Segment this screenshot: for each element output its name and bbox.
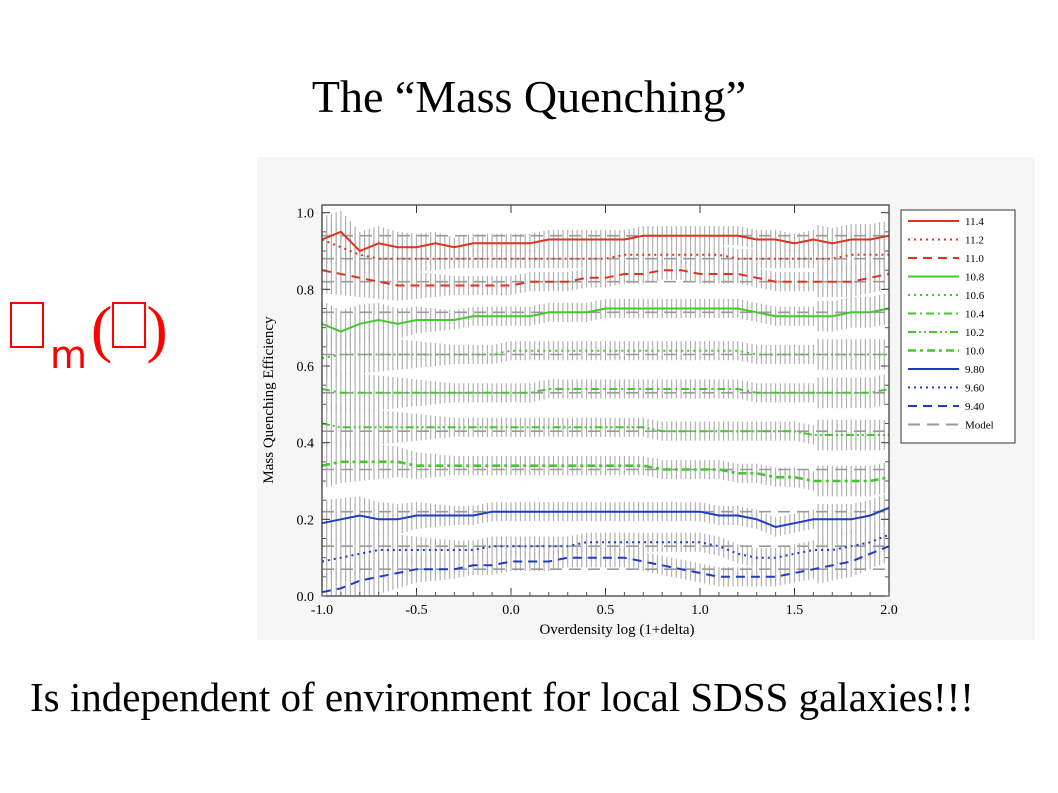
legend: 11.4 11.2 11.0 10.8 10.6 10.4 10.2 10.0 9.80 9.60… (908, 216, 994, 432)
y-tick-label: 0.2 (297, 513, 315, 528)
x-tick-label: 1.5 (786, 603, 804, 618)
x-tick-label: 2.0 (880, 603, 898, 618)
legend-label-10.0: 10.0 (965, 346, 985, 358)
legend-label-10.2: 10.2 (965, 327, 984, 339)
legend-label-9.80: 9.80 (965, 364, 985, 376)
legend-label-11.2: 11.2 (965, 235, 984, 247)
legend-label-10.4: 10.4 (965, 309, 985, 321)
x-tick-label: 0.0 (502, 603, 520, 618)
legend-label-11.4: 11.4 (965, 216, 984, 228)
legend-label-11.0: 11.0 (965, 253, 984, 265)
legend-label-9.40: 9.40 (965, 401, 985, 413)
legend-box (900, 209, 1016, 444)
series-line-10.0 (321, 460, 890, 483)
legend-label-Model: Model (965, 420, 994, 432)
mass-quenching-chart: -1.0 -0.5 0.0 0.5 1.0 1.5 2.0 0.0 0.2 0.4 0.6 0.8 1.… (257, 157, 1035, 640)
x-tick-label: -1.0 (311, 603, 333, 618)
x-tick-label: 0.5 (597, 603, 615, 618)
legend-label-9.60: 9.60 (965, 383, 985, 395)
error-bars (321, 210, 885, 596)
x-tick-label: -0.5 (405, 603, 427, 618)
y-tick-label: 0.0 (297, 590, 315, 605)
symbol-subscript: m (50, 333, 88, 377)
y-tick-label: 1.0 (297, 207, 315, 222)
symbol-open-paren: ( (91, 293, 113, 364)
slide-title: The “Mass Quenching” (311, 71, 747, 122)
x-tick-label: 1.0 (691, 603, 709, 618)
axis-ticks: -1.0 -0.5 0.0 0.5 1.0 1.5 2.0 0.0 0.2 0.4 0.6 0.8 1.… (297, 205, 898, 618)
y-axis-label: Mass Quenching Efficiency (261, 316, 277, 484)
series-line-11.0 (321, 269, 890, 287)
series-line-9.80 (321, 506, 890, 529)
y-tick-label: 0.6 (297, 360, 315, 375)
legend-label-10.8: 10.8 (965, 272, 985, 284)
series-line-11.2 (321, 238, 889, 260)
legend-label-10.6: 10.6 (965, 290, 985, 302)
series-line-10.2 (321, 422, 889, 436)
missing-glyph-icon (10, 302, 44, 348)
series-line-10.4 (321, 388, 890, 394)
data-lines (321, 230, 890, 594)
missing-glyph-icon (112, 302, 147, 348)
series-line-10.8 (321, 307, 890, 333)
efficiency-symbol: m() (10, 292, 168, 377)
x-axis-label: Overdensity log (1+delta) (539, 622, 694, 638)
y-tick-label: 0.8 (297, 283, 315, 298)
series-line-9.40 (321, 545, 890, 594)
symbol-close-paren: ) (146, 293, 168, 364)
series-line-11.4 (321, 230, 890, 253)
y-tick-label: 0.4 (297, 437, 315, 452)
slide-caption: Is independent of environment for local … (30, 674, 974, 720)
